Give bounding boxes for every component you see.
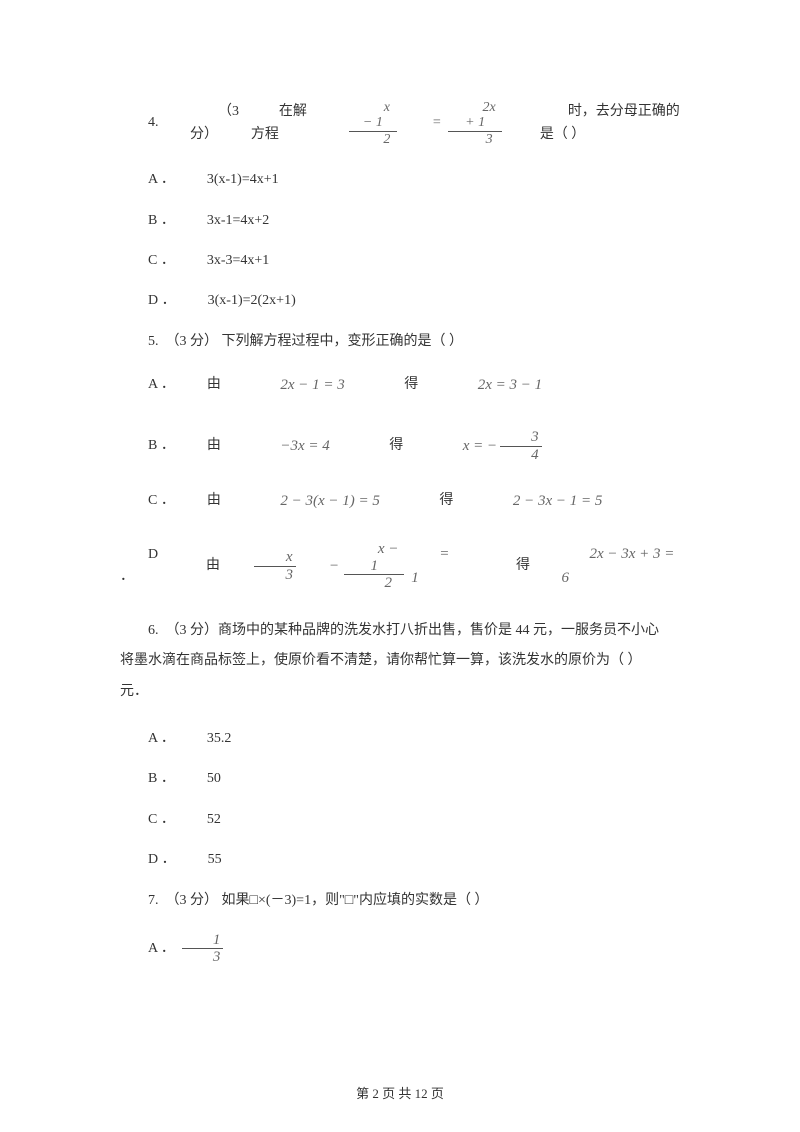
q4-a-text: 3(x-1)=4x+1 <box>179 169 279 191</box>
q5-option-d: D ． 由 x 3 − x − 1 2 = 1 得 2x − 3x + 3 = … <box>120 541 680 592</box>
q4-frac2: 2x + 1 3 <box>448 100 501 147</box>
q4-number: 4. <box>120 112 159 134</box>
q5-c-content: 由 2 − 3(x − 1) = 5 得 2 − 3x − 1 = 5 <box>179 489 603 513</box>
q5-d-f2-num: x − 1 <box>344 541 404 575</box>
q5-c-mid: 得 <box>411 490 453 512</box>
q5-d-pre: 由 <box>178 555 220 577</box>
q4-option-c: C ． 3x-3=4x+1 <box>120 250 680 272</box>
q4-c-label: C ． <box>120 250 175 272</box>
question-7: 7. （3 分） 如果□×(－3)=1，则"□"内应填的实数是（ ） <box>120 890 680 912</box>
q5-a-eq2: 2x = 3 − 1 <box>450 373 542 397</box>
q4-b-label: B ． <box>120 210 175 232</box>
q5-b-content: 由 −3x = 4 得 x = − 3 4 <box>179 429 545 463</box>
q4-a-label: A ． <box>120 169 175 191</box>
q7-points: （3 分） <box>166 893 219 908</box>
q6-d-label: D ． <box>120 849 176 871</box>
q4-frac1: x − 1 2 <box>349 100 397 147</box>
q4-post: 时，去分母正确的是（ ） <box>540 101 680 146</box>
q5-c-eq2: 2 − 3x − 1 = 5 <box>485 489 603 513</box>
q7-number: 7. <box>148 893 159 908</box>
q4-b-text: 3x-1=4x+2 <box>179 210 269 232</box>
q6-c-label: C ． <box>120 809 175 831</box>
q4-eq: = <box>404 112 441 134</box>
q5-d-f2-den: 2 <box>344 575 404 592</box>
q5-option-c: C ． 由 2 − 3(x − 1) = 5 得 2 − 3x − 1 = 5 <box>120 489 680 513</box>
q5-c-pre: 由 <box>179 490 221 512</box>
q6-a-label: A ． <box>120 728 175 750</box>
q4-frac1-den: 2 <box>349 132 397 147</box>
q5-d-frac1: x 3 <box>254 549 296 583</box>
q6-d-text: 55 <box>180 849 222 871</box>
q6-line1-wrap: 6. （3 分）商场中的某种品牌的洗发水打八折出售，售价是 44 元，一服务员不… <box>120 616 680 647</box>
q5-b-eq2: x = − 3 4 <box>435 429 545 463</box>
q5-b-label: B ． <box>120 435 175 457</box>
q5-points: （3 分） <box>166 334 219 349</box>
q4-d-text: 3(x-1)=2(2x+1) <box>180 290 296 312</box>
q5-d-eq1: x 3 − x − 1 2 = 1 <box>251 541 456 592</box>
q4-frac2-num: 2x + 1 <box>448 100 501 132</box>
q7-option-a: A ． 1 3 <box>120 932 680 966</box>
q5-b-frac-den: 4 <box>500 447 542 464</box>
q7-a-frac: 1 3 <box>182 932 224 966</box>
q7-text: 如果□×(－3)=1，则"□"内应填的实数是（ ） <box>222 893 489 908</box>
q5-b-eq2-pre: x = − <box>435 434 497 458</box>
q5-b-frac: 3 4 <box>500 429 542 463</box>
q6-b-text: 50 <box>179 768 221 790</box>
q5-option-a: A ． 由 2x − 1 = 3 得 2x = 3 − 1 <box>120 373 680 397</box>
q5-c-label: C ． <box>120 490 175 512</box>
question-6: 6. （3 分）商场中的某种品牌的洗发水打八折出售，售价是 44 元，一服务员不… <box>120 616 680 708</box>
page-footer: 第 2 页 共 12 页 <box>0 1083 800 1102</box>
q5-b-mid: 得 <box>361 435 403 457</box>
q6-a-text: 35.2 <box>179 728 232 750</box>
q4-points: （3 分） <box>190 101 251 146</box>
q5-d-mid: 得 <box>488 555 530 577</box>
q4-frac2-den: 3 <box>448 132 501 147</box>
q5-a-label: A ． <box>120 374 175 396</box>
q5-a-content: 由 2x − 1 = 3 得 2x = 3 − 1 <box>179 373 542 397</box>
q4-option-b: B ． 3x-1=4x+2 <box>120 210 680 232</box>
q4-pre: 在解方程 <box>251 101 314 146</box>
q5-d-label: D ． <box>120 544 174 589</box>
q6-option-a: A ． 35.2 <box>120 728 680 750</box>
q6-points: （3 分） <box>166 623 219 638</box>
q5-d-eq1-post: = 1 <box>411 542 456 590</box>
q6-line2: 将墨水滴在商品标签上，使原价看不清楚，请你帮忙算一算，该洗发水的原价为（ ） <box>120 646 680 677</box>
q7-a-frac-den: 3 <box>182 949 224 966</box>
q6-option-b: B ． 50 <box>120 768 680 790</box>
q5-text: 下列解方程过程中，变形正确的是（ ） <box>222 334 464 349</box>
question-4: 4. （3 分） 在解方程 x − 1 2 = 2x + 1 3 时，去分母正确… <box>120 100 680 147</box>
q5-d-content: 由 x 3 − x − 1 2 = 1 得 2x − 3x + 3 = 6 <box>178 541 680 592</box>
q6-line3: 元． <box>120 677 680 708</box>
question-5: 5. （3 分） 下列解方程过程中，变形正确的是（ ） <box>120 331 680 353</box>
q5-b-eq1: −3x = 4 <box>252 434 329 458</box>
q5-d-eq2: 2x − 3x + 3 = 6 <box>561 542 680 590</box>
q4-c-text: 3x-3=4x+1 <box>179 250 269 272</box>
q4-option-a: A ． 3(x-1)=4x+1 <box>120 169 680 191</box>
q6-number: 6. <box>148 623 159 638</box>
q5-b-frac-num: 3 <box>500 429 542 447</box>
q6-c-text: 52 <box>179 809 221 831</box>
q5-a-mid: 得 <box>376 374 418 396</box>
q5-a-pre: 由 <box>179 374 221 396</box>
q6-option-d: D ． 55 <box>120 849 680 871</box>
q5-option-b: B ． 由 −3x = 4 得 x = − 3 4 <box>120 429 680 463</box>
q5-b-pre: 由 <box>179 435 221 457</box>
q5-d-frac2: x − 1 2 <box>344 541 404 592</box>
q7-a-frac-num: 1 <box>182 932 224 950</box>
q5-c-eq1: 2 − 3(x − 1) = 5 <box>252 489 380 513</box>
q5-a-eq1: 2x − 1 = 3 <box>252 373 344 397</box>
page-content: 4. （3 分） 在解方程 x − 1 2 = 2x + 1 3 时，去分母正确… <box>0 0 800 1034</box>
q6-b-label: B ． <box>120 768 175 790</box>
q7-a-label: A ． <box>120 938 175 960</box>
q5-d-f1-num: x <box>254 549 296 567</box>
q5-d-f1-den: 3 <box>254 567 296 584</box>
q6-line1: 商场中的某种品牌的洗发水打八折出售，售价是 44 元，一服务员不小心 <box>218 623 659 638</box>
q5-number: 5. <box>148 334 159 349</box>
q5-d-minus: − <box>301 554 339 578</box>
q4-d-label: D ． <box>120 290 176 312</box>
q4-frac1-num: x − 1 <box>349 100 397 132</box>
q6-option-c: C ． 52 <box>120 809 680 831</box>
q4-option-d: D ． 3(x-1)=2(2x+1) <box>120 290 680 312</box>
